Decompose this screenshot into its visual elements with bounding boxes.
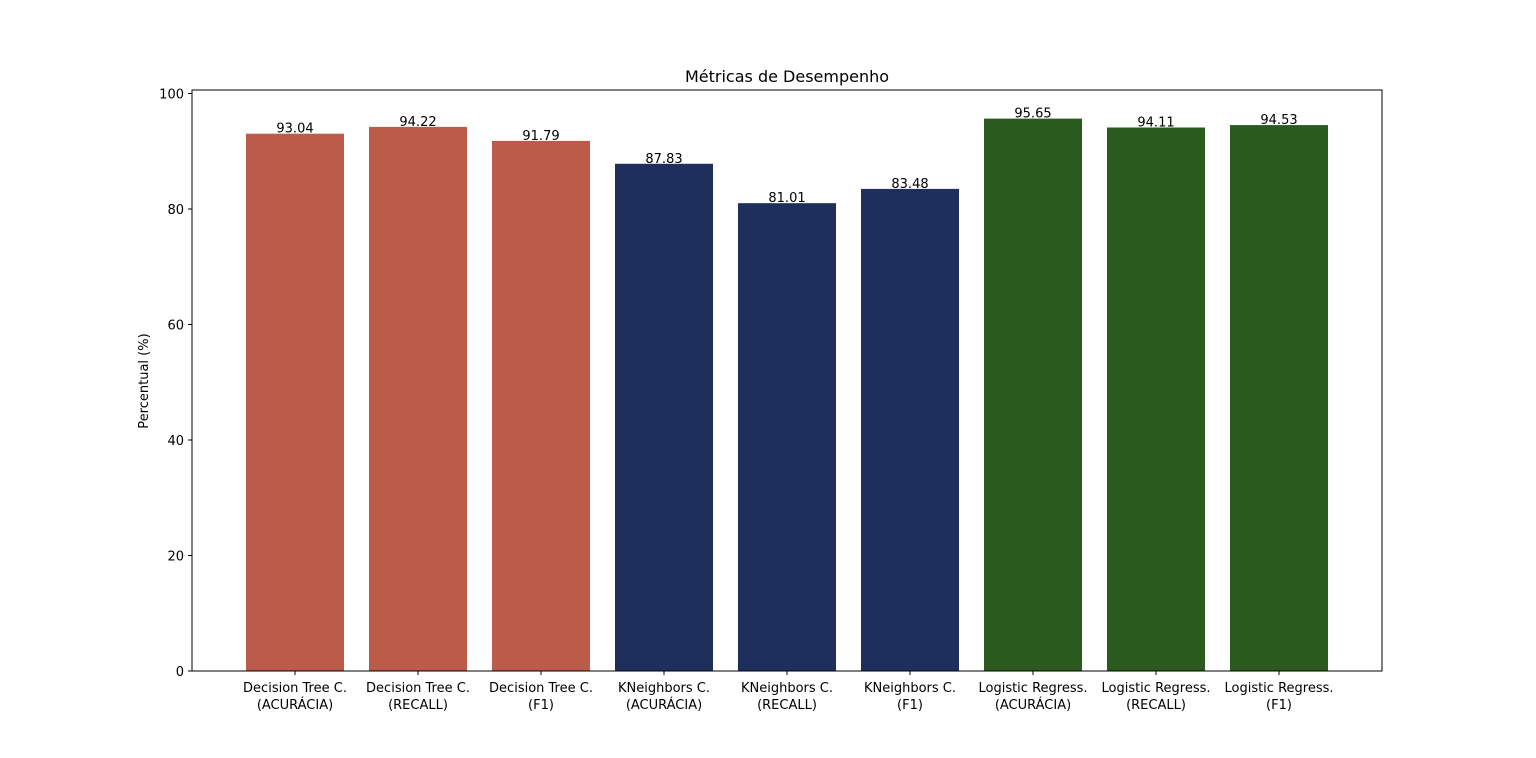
bar-value-label: 95.65 (1014, 107, 1051, 122)
x-axis-ticks: Decision Tree C.(ACURÁCIA)Decision Tree … (243, 671, 1334, 713)
x-tick-label: Logistic Regress. (978, 681, 1087, 696)
bar (984, 118, 1082, 672)
x-tick-label: KNeighbors C. (864, 681, 956, 696)
x-tick-label: KNeighbors C. (618, 681, 710, 696)
x-tick-label: Logistic Regress. (1101, 681, 1210, 696)
bar (738, 203, 836, 672)
x-tick-label: Decision Tree C. (366, 681, 470, 696)
bar-value-label: 81.01 (768, 191, 805, 206)
bar-value-label: 94.11 (1137, 116, 1174, 131)
bar (615, 163, 713, 672)
x-tick-label: (RECALL) (757, 698, 817, 713)
x-tick-label: (ACURÁCIA) (257, 697, 333, 713)
bar-value-label: 94.22 (399, 115, 436, 130)
bar-value-label: 83.48 (891, 177, 928, 192)
plot-area-frame (191, 89, 1383, 672)
chart-title: Métricas de Desempenho (685, 67, 889, 86)
x-tick-label: (F1) (1266, 698, 1292, 713)
x-tick-label: Logistic Regress. (1224, 681, 1333, 696)
bar (1107, 127, 1205, 671)
x-tick-label: (ACURÁCIA) (626, 697, 702, 713)
bars-group (246, 118, 1328, 672)
bar-value-label: 87.83 (645, 152, 682, 167)
y-tick-label: 20 (167, 550, 184, 565)
bar (369, 126, 467, 671)
bar-value-label: 93.04 (276, 122, 313, 137)
x-tick-label: (RECALL) (388, 698, 448, 713)
y-tick-label: 40 (167, 434, 184, 449)
y-tick-label: 100 (159, 88, 184, 103)
bar (492, 140, 590, 672)
y-axis-ticks: 0 20 40 60 80 100 (159, 88, 192, 680)
y-tick-label: 0 (176, 665, 184, 680)
x-tick-label: (ACURÁCIA) (995, 697, 1071, 713)
bar (861, 188, 959, 671)
x-tick-label: Decision Tree C. (243, 681, 347, 696)
bar (1230, 125, 1328, 672)
x-tick-label: KNeighbors C. (741, 681, 833, 696)
value-labels-group: 93.04 94.22 91.79 87.83 81.01 83.48 95.65 94.11… (276, 107, 1297, 207)
y-axis-label: Percentual (%) (137, 333, 152, 428)
bar (246, 133, 344, 672)
bar-value-label: 94.53 (1260, 113, 1297, 128)
bar-value-label: 91.79 (522, 129, 559, 144)
x-tick-label: (F1) (528, 698, 554, 713)
x-tick-label: (F1) (897, 698, 923, 713)
y-tick-label: 60 (167, 319, 184, 334)
x-tick-label: Decision Tree C. (489, 681, 593, 696)
x-tick-label: (RECALL) (1126, 698, 1186, 713)
y-tick-label: 80 (167, 203, 184, 218)
